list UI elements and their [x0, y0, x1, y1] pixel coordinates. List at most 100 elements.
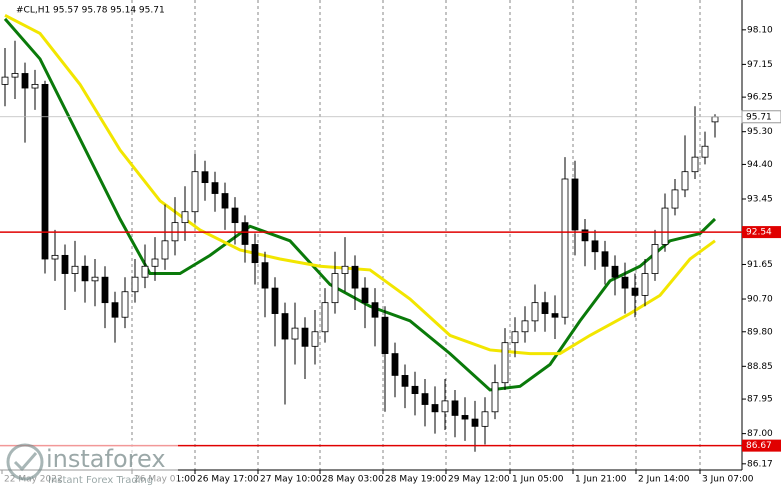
candle-body — [561, 178, 569, 318]
candle-body — [321, 302, 329, 333]
candle-body — [191, 171, 199, 213]
x-tick-label: 2 Jun 14:00 — [638, 475, 690, 485]
candle-body — [221, 193, 229, 209]
current-price-tag — [741, 110, 781, 124]
candle-body — [671, 189, 679, 209]
candle-body — [601, 251, 609, 267]
candle-body — [631, 287, 639, 296]
candle-body — [511, 331, 519, 344]
candle-body — [401, 375, 409, 387]
x-tick-label: 1 Jun 21:00 — [575, 475, 627, 485]
candle-body — [41, 83, 49, 260]
candle-body — [381, 316, 389, 354]
x-tick-label: 27 May 10:00 — [260, 475, 322, 485]
watermark: instaforex Instant Forex Trading — [0, 440, 178, 489]
candle-body — [121, 291, 129, 318]
x-tick-label: 28 May 19:00 — [385, 475, 447, 485]
y-tick-label: 90.70 — [747, 295, 773, 305]
candle-body — [251, 244, 259, 264]
candle-body — [111, 302, 119, 318]
candle-body — [71, 265, 79, 274]
candle-body — [421, 393, 429, 405]
y-tick-label: 98.10 — [747, 25, 773, 35]
candle-body — [431, 404, 439, 413]
candle-body — [281, 313, 289, 340]
x-tick-label: 1 Jun 05:00 — [512, 475, 564, 485]
candle-body — [361, 287, 369, 304]
candle-body — [351, 265, 359, 289]
candle-body — [141, 265, 149, 278]
candle-body — [101, 276, 109, 304]
candle-body — [681, 171, 689, 191]
candle-body — [81, 265, 89, 282]
candle-body — [181, 211, 189, 224]
candle-body — [31, 83, 39, 89]
price-level-label: 92.54 — [746, 228, 772, 238]
y-tick-label: 96.25 — [747, 93, 773, 103]
price-level-tag — [742, 439, 781, 452]
watermark-logo-mark — [13, 452, 38, 472]
candle-body — [581, 229, 589, 242]
candle-body — [161, 240, 169, 260]
y-tick-label: 86.17 — [747, 459, 773, 469]
candle-body — [1, 76, 9, 85]
candle-body — [441, 400, 449, 413]
candle-body — [391, 353, 399, 376]
watermark-logo — [6, 443, 44, 481]
candle-body — [491, 382, 499, 413]
candle-body — [411, 385, 419, 395]
candle-body — [451, 400, 459, 416]
candle-body — [301, 327, 309, 347]
x-tick-label: 26 May 17:00 — [197, 475, 259, 485]
candle-body — [651, 244, 659, 274]
candle-body — [61, 254, 69, 274]
candle-body — [151, 258, 159, 267]
candle-body — [201, 171, 209, 184]
y-tick-label: 93.45 — [747, 194, 773, 204]
candle-body — [271, 287, 279, 314]
candle-body — [541, 302, 549, 314]
candle-body — [241, 222, 249, 245]
candle-body — [471, 418, 479, 427]
y-tick-label: 95.30 — [747, 127, 773, 137]
candle-body — [551, 313, 559, 318]
candle-body — [521, 320, 529, 333]
candle-body — [11, 73, 19, 78]
x-tick-label: 3 Jun 07:00 — [702, 475, 754, 485]
candle-body — [701, 145, 709, 158]
candle-body — [51, 254, 59, 260]
candle-body — [211, 182, 219, 194]
candle-body — [531, 302, 539, 322]
watermark-name: instaforex — [46, 445, 166, 473]
candle-body — [691, 156, 699, 173]
candle-body — [621, 276, 629, 289]
candle-body — [131, 276, 139, 293]
candle-body — [341, 265, 349, 274]
candle-body — [261, 262, 269, 289]
candle-body — [331, 273, 339, 304]
y-tick-label: 97.15 — [747, 60, 773, 70]
candle-body — [661, 207, 669, 245]
watermark-bg — [0, 440, 178, 489]
candle-body — [461, 415, 469, 420]
y-tick-label: 89.80 — [747, 327, 773, 337]
candle-body — [21, 73, 29, 89]
x-tick-label: 29 May 12:00 — [448, 475, 510, 485]
candle-body — [571, 178, 579, 231]
price-level-tag — [742, 226, 781, 239]
candle-body — [371, 302, 379, 318]
candle-body — [501, 342, 509, 384]
y-tick-label: 88.85 — [747, 362, 773, 372]
candle-body — [641, 273, 649, 296]
y-tick-label: 87.95 — [747, 395, 773, 405]
candle-body — [291, 327, 299, 340]
candle-body — [591, 240, 599, 253]
candle-body — [611, 265, 619, 278]
watermark-tagline: Instant Forex Trading — [48, 475, 153, 486]
x-tick-label: 28 May 03:00 — [322, 475, 384, 485]
candle-body — [311, 331, 319, 347]
y-tick-label: 91.65 — [747, 260, 773, 270]
y-tick-label: 94.40 — [747, 160, 773, 170]
